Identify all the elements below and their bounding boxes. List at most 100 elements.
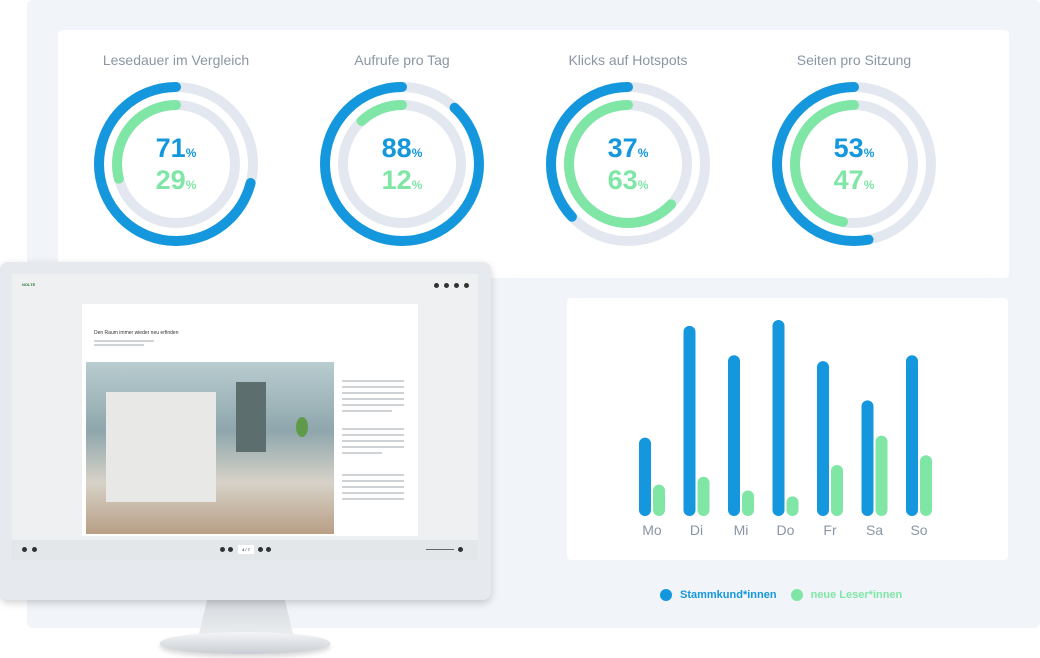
stat-title: Lesedauer im Vergleich xyxy=(102,52,250,68)
text-line xyxy=(342,480,404,482)
text-line xyxy=(342,452,382,454)
x-tick-label: So xyxy=(910,522,927,538)
bar-do-new xyxy=(786,496,799,516)
text-line xyxy=(94,344,144,346)
bar-sa-new xyxy=(875,435,888,516)
text-line xyxy=(342,404,404,406)
x-tick-label: Mo xyxy=(642,522,662,538)
kitchen-photo xyxy=(86,362,334,534)
stat-title: Klicks auf Hotspots xyxy=(568,52,688,68)
home-icon[interactable] xyxy=(434,283,439,288)
legend-item-returning: Stammkund*innen xyxy=(660,589,777,601)
text-line xyxy=(342,392,404,394)
donut-chart xyxy=(546,82,710,246)
last-page-icon[interactable] xyxy=(266,547,271,552)
donut-chart xyxy=(320,82,484,246)
legend-label-new: neue Leser*innen xyxy=(810,589,903,601)
viewer-toolbar: 4 / 7 xyxy=(12,540,478,560)
weekday-bar-chart: Mo Di Mi Do Fr Sa So xyxy=(639,320,932,538)
search-icon[interactable] xyxy=(22,547,27,552)
monitor: NOLTE Den Raum immer wieder neu erfinden xyxy=(0,262,491,600)
bar-so-new xyxy=(920,455,932,516)
legend-dot-blue xyxy=(660,589,672,601)
stat-reading-time: Lesedauer im Vergleich 71% 29% xyxy=(63,30,289,278)
first-page-icon[interactable] xyxy=(220,547,225,552)
brand-logo: NOLTE xyxy=(22,282,36,287)
kitchen-cabinet xyxy=(236,382,266,452)
text-line xyxy=(342,386,404,388)
text-line xyxy=(342,440,404,442)
legend-dot-green xyxy=(790,589,803,601)
stat-views-per-day: Aufrufe pro Tag 88% 12% xyxy=(289,30,515,278)
bookmark-icon[interactable] xyxy=(32,547,37,552)
bar-di-new xyxy=(697,476,710,516)
blue-percentage: 53% xyxy=(833,133,875,163)
text-line xyxy=(342,474,404,476)
x-tick-label: Sa xyxy=(866,522,883,538)
stat-title: Seiten pro Sitzung xyxy=(796,52,912,68)
inner-ring-value xyxy=(112,100,240,228)
kitchen-island xyxy=(106,392,216,502)
zoom-slider[interactable] xyxy=(426,549,454,550)
outer-ring-value xyxy=(320,82,484,246)
monitor-stand-base xyxy=(160,632,330,654)
text-line xyxy=(342,492,404,494)
text-line xyxy=(342,380,404,382)
blue-percentage: 88% xyxy=(381,133,423,163)
text-line xyxy=(342,434,404,436)
text-line xyxy=(342,446,404,448)
bar-fr-returning xyxy=(817,361,829,516)
legend-label-returning: Stammkund*innen xyxy=(680,589,777,601)
next-page-icon[interactable] xyxy=(258,547,263,552)
bar-di-returning xyxy=(683,325,696,516)
text-line xyxy=(342,428,404,430)
monitor-stand-neck xyxy=(198,598,294,638)
x-tick-label: Mi xyxy=(734,522,749,538)
bar-mi-new xyxy=(742,490,754,516)
x-tick-label: Fr xyxy=(823,522,837,538)
bar-sa-returning xyxy=(861,400,874,516)
bar-so-returning xyxy=(906,355,918,516)
text-line xyxy=(342,410,392,412)
fullscreen-icon[interactable] xyxy=(458,547,463,552)
blue-percentage: 71% xyxy=(155,133,197,163)
donut-chart xyxy=(772,82,936,246)
text-line xyxy=(342,486,404,488)
green-percentage: 12% xyxy=(381,165,423,195)
plant xyxy=(296,417,308,437)
stats-card: Lesedauer im Vergleich 71% 29% Aufrufe p… xyxy=(58,30,1009,278)
blue-percentage: 37% xyxy=(607,133,649,163)
outer-ring-value xyxy=(772,82,936,246)
share-icon[interactable] xyxy=(444,283,449,288)
bar-mo-returning xyxy=(639,437,651,516)
stat-pages-per-session: Seiten pro Sitzung 53% 47% xyxy=(741,30,967,278)
inner-ring-value xyxy=(564,100,692,228)
text-line xyxy=(94,340,154,342)
bar-mo-new xyxy=(653,484,665,516)
green-percentage: 63% xyxy=(607,165,649,195)
page-indicator: 4 / 7 xyxy=(238,545,254,554)
text-line xyxy=(342,498,404,500)
inner-ring-value xyxy=(790,100,918,228)
green-percentage: 47% xyxy=(833,165,875,195)
bar-do-returning xyxy=(772,320,785,516)
x-tick-label: Di xyxy=(690,522,703,538)
legend-item-new: neue Leser*innen xyxy=(790,589,903,601)
outer-ring-value xyxy=(546,82,710,246)
inner-ring-value xyxy=(338,100,466,228)
stat-title: Aufrufe pro Tag xyxy=(354,52,450,68)
x-tick-label: Do xyxy=(777,522,795,538)
prev-page-icon[interactable] xyxy=(228,547,233,552)
bar-fr-new xyxy=(831,465,843,516)
print-icon[interactable] xyxy=(454,283,459,288)
chart-legend: Stammkund*innen neue Leser*innen xyxy=(660,587,916,603)
book-headline: Den Raum immer wieder neu erfinden xyxy=(94,330,179,336)
monitor-screen: NOLTE Den Raum immer wieder neu erfinden xyxy=(12,274,478,560)
green-percentage: 29% xyxy=(155,165,197,195)
weekday-bar-chart-card: Mo Di Mi Do Fr Sa So xyxy=(567,298,1008,560)
outer-ring-value xyxy=(94,82,258,246)
bar-mi-returning xyxy=(728,355,740,516)
menu-icon[interactable] xyxy=(464,283,469,288)
stat-hotspot-clicks: Klicks auf Hotspots 37% 63% xyxy=(515,30,741,278)
